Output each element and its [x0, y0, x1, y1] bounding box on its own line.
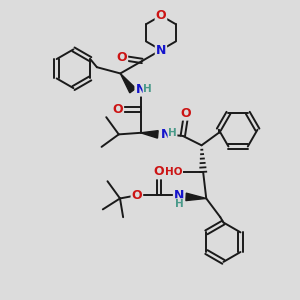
Text: H: H [143, 84, 152, 94]
Text: O: O [112, 103, 123, 116]
Polygon shape [120, 74, 136, 93]
Text: N: N [156, 44, 166, 56]
Text: O: O [153, 165, 164, 178]
Polygon shape [141, 130, 158, 138]
Text: HO: HO [165, 167, 182, 177]
Text: H: H [175, 199, 183, 209]
Text: N: N [135, 82, 146, 96]
Text: N: N [174, 189, 184, 202]
Text: N: N [160, 128, 171, 141]
Polygon shape [186, 193, 206, 201]
Text: O: O [132, 189, 142, 202]
Text: O: O [181, 106, 191, 120]
Text: H: H [168, 128, 177, 138]
Text: O: O [117, 51, 127, 64]
Text: O: O [156, 9, 166, 22]
